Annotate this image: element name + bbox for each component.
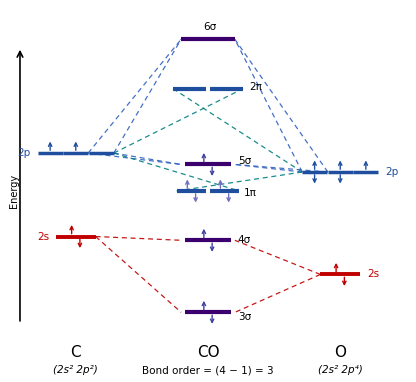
Text: CO: CO (197, 345, 219, 359)
Text: Bond order = (4 − 1) = 3: Bond order = (4 − 1) = 3 (142, 366, 274, 376)
Text: 6σ: 6σ (203, 22, 217, 32)
Text: 2s: 2s (37, 231, 49, 241)
Text: (2s² 2p⁴): (2s² 2p⁴) (318, 366, 363, 376)
Text: 2π: 2π (249, 82, 262, 92)
Text: Energy: Energy (9, 174, 19, 208)
Text: (2s² 2p²): (2s² 2p²) (53, 366, 98, 376)
Text: 3σ: 3σ (238, 312, 251, 322)
Text: C: C (70, 345, 81, 359)
Text: 2p: 2p (17, 148, 30, 158)
Text: 4σ: 4σ (238, 235, 251, 245)
Text: 5σ: 5σ (238, 155, 251, 166)
Text: O: O (334, 345, 346, 359)
Text: 2s: 2s (367, 269, 379, 279)
Text: 1π: 1π (243, 188, 256, 198)
Text: 2p: 2p (386, 167, 399, 177)
